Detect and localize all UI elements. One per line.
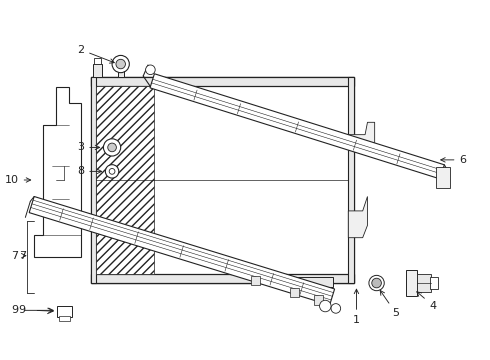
Bar <box>437 167 450 188</box>
Text: 9: 9 <box>19 305 26 315</box>
Polygon shape <box>348 197 368 238</box>
Text: 3: 3 <box>77 143 99 152</box>
Polygon shape <box>34 86 81 257</box>
Circle shape <box>369 275 384 291</box>
Text: 7: 7 <box>11 251 26 261</box>
Circle shape <box>109 168 115 174</box>
Bar <box>91 77 354 283</box>
Bar <box>59 316 71 321</box>
Circle shape <box>112 55 129 73</box>
Text: 9: 9 <box>11 305 53 315</box>
Circle shape <box>146 65 155 75</box>
Circle shape <box>372 278 381 288</box>
Polygon shape <box>29 197 335 305</box>
Circle shape <box>103 139 121 156</box>
Polygon shape <box>150 74 444 179</box>
Circle shape <box>116 59 125 69</box>
Bar <box>91 77 354 86</box>
Text: 6: 6 <box>441 155 466 165</box>
Bar <box>118 66 123 77</box>
Bar <box>348 77 354 283</box>
Text: 1: 1 <box>353 289 360 325</box>
Bar <box>417 274 431 292</box>
Circle shape <box>108 143 117 152</box>
Bar <box>275 277 333 287</box>
Bar <box>57 306 73 316</box>
Bar <box>96 86 154 274</box>
Text: 7: 7 <box>19 251 26 261</box>
Circle shape <box>331 303 341 313</box>
Bar <box>251 276 260 285</box>
Bar <box>91 77 96 283</box>
Circle shape <box>319 300 331 312</box>
Polygon shape <box>348 122 375 155</box>
Bar <box>91 274 354 283</box>
Text: 5: 5 <box>380 291 399 318</box>
Bar <box>314 295 323 305</box>
Bar <box>406 270 417 296</box>
Text: 10: 10 <box>4 175 31 185</box>
Text: 8: 8 <box>77 166 101 176</box>
Circle shape <box>105 165 119 178</box>
Bar <box>110 168 114 175</box>
Bar <box>290 288 299 297</box>
Bar <box>95 58 101 64</box>
Bar <box>94 64 102 77</box>
Text: 2: 2 <box>77 45 114 63</box>
Text: 4: 4 <box>417 292 437 311</box>
Bar <box>430 277 439 289</box>
